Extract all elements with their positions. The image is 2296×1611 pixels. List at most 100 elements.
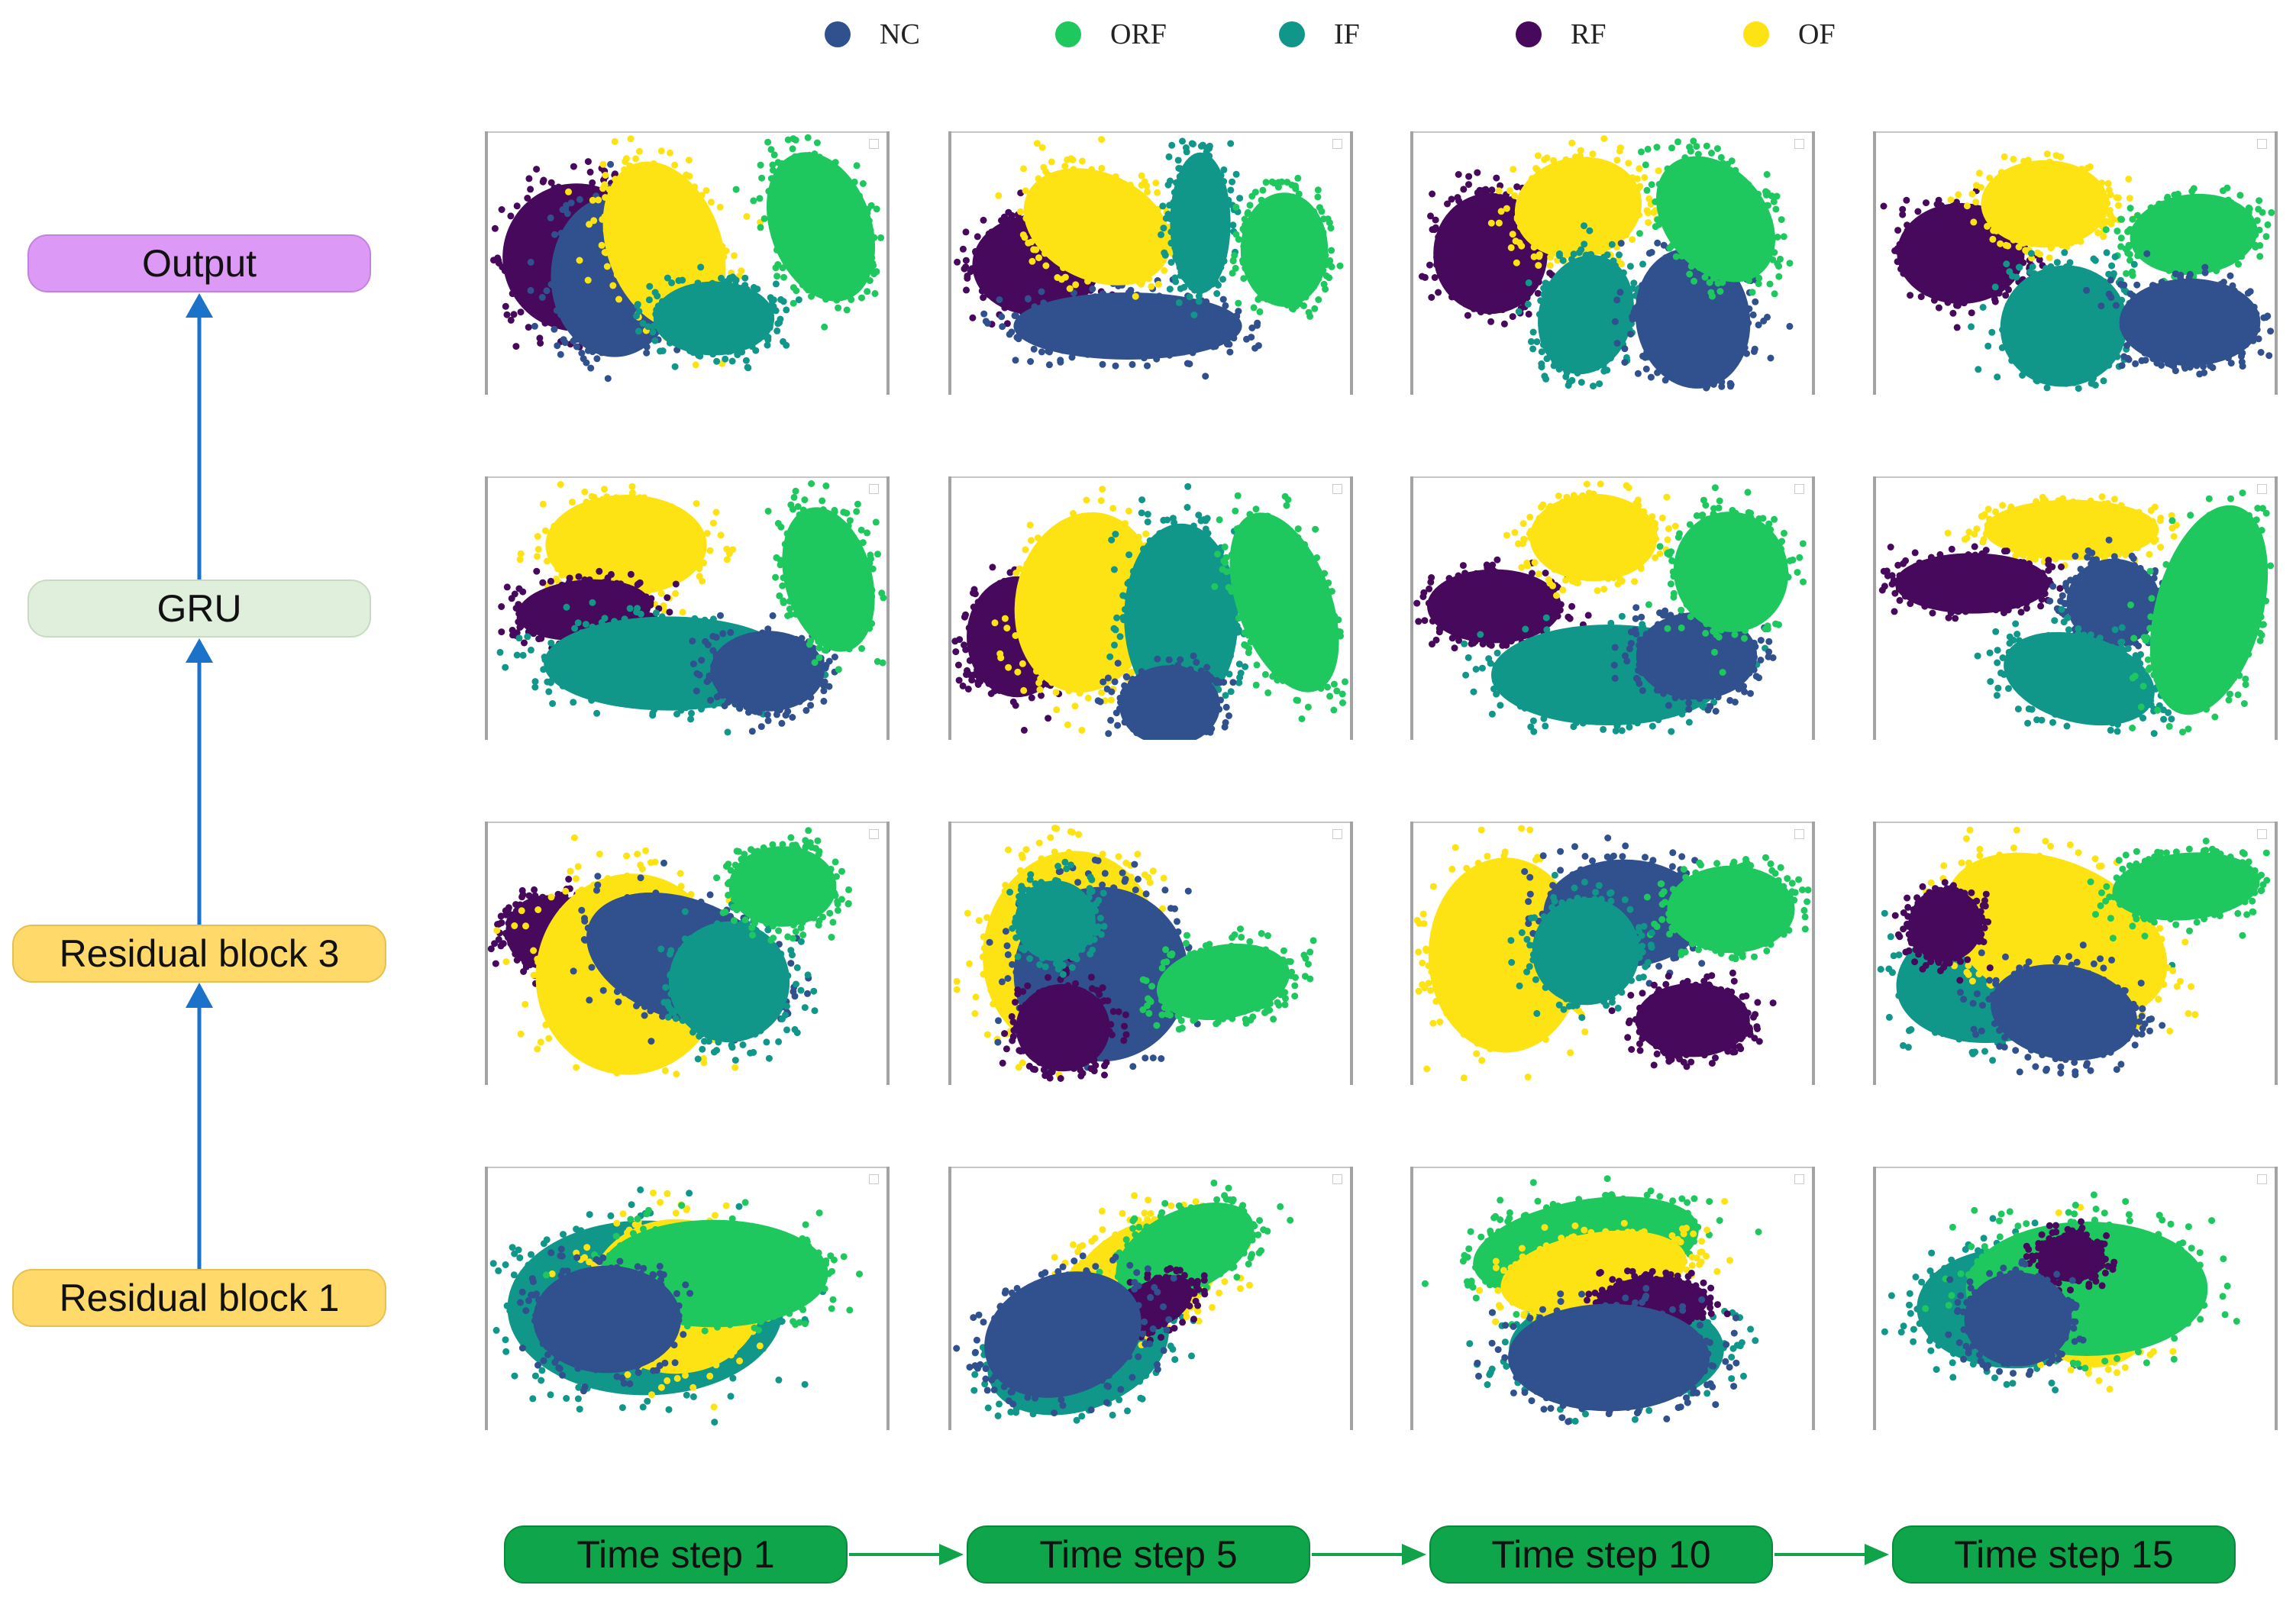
scatter-point — [641, 1002, 648, 1010]
scatter-point — [677, 1006, 685, 1013]
scatter-point — [2058, 605, 2065, 613]
panel-frame-line — [485, 476, 890, 478]
scatter-point — [1235, 660, 1243, 668]
scatter-point — [815, 922, 822, 929]
scatter-point — [2111, 346, 2119, 354]
scatter-point — [2043, 150, 2051, 158]
scatter-point — [736, 864, 744, 871]
scatter-point — [653, 306, 660, 314]
scatter-point — [1644, 348, 1652, 356]
scatter-point — [2124, 250, 2132, 257]
scatter-point — [1279, 299, 1287, 307]
scatter-point — [725, 699, 732, 706]
scatter-point — [809, 686, 817, 694]
scatter-point — [1196, 289, 1203, 296]
scatter-point — [2252, 326, 2259, 334]
scatter-point — [1060, 299, 1067, 307]
scatter-point — [757, 1027, 764, 1035]
scatter-point — [2001, 670, 2007, 678]
scatter-point — [1229, 178, 1236, 186]
scatter-point — [1590, 383, 1597, 390]
scatter-point — [2258, 527, 2265, 534]
scatter-point — [1611, 644, 1619, 651]
scatter-point — [1206, 145, 1213, 152]
scatter-point — [964, 686, 972, 693]
scatter-point — [2027, 239, 2035, 247]
scatter-point — [534, 958, 542, 966]
scatter-point — [1493, 676, 1500, 684]
scatter-point — [1112, 626, 1119, 634]
scatter-point — [2195, 696, 2203, 703]
scatter-point — [1568, 256, 1575, 263]
panel-frame-line — [1873, 476, 1876, 740]
scatter-point — [1121, 682, 1129, 689]
scatter-point — [2205, 495, 2213, 502]
scatter-point — [1108, 536, 1116, 544]
scatter-point — [1738, 179, 1745, 187]
scatter-point — [1626, 645, 1633, 653]
scatter-point — [1922, 216, 1929, 224]
scatter-point — [1555, 492, 1562, 499]
scatter-point — [513, 651, 521, 659]
scatter-point — [2268, 208, 2275, 216]
scatter-point — [607, 160, 615, 168]
scatter-point — [1949, 309, 1957, 317]
scatter-point — [728, 693, 736, 700]
scatter-point — [1310, 563, 1318, 570]
scatter-point — [596, 202, 603, 209]
scatter-point — [778, 719, 786, 727]
scatter-point — [2052, 555, 2059, 563]
scatter-point — [1927, 554, 1935, 561]
scatter-point — [1029, 314, 1036, 321]
scatter-point — [820, 687, 828, 695]
scatter-point — [764, 341, 771, 349]
scatter-point — [712, 508, 720, 516]
scatter-point — [657, 147, 665, 155]
scatter-point — [955, 676, 963, 684]
scatter-point — [848, 283, 856, 291]
scatter-point — [1569, 263, 1577, 271]
scatter-point — [858, 294, 865, 302]
scatter-point — [628, 483, 636, 490]
scatter-point — [644, 323, 652, 331]
scatter-point — [774, 234, 782, 242]
scatter-point — [2230, 291, 2237, 299]
scatter-point — [1963, 202, 1971, 210]
scatter-point — [806, 278, 813, 286]
scatter-point — [857, 526, 865, 534]
scatter-point — [1212, 702, 1219, 709]
scatter-point — [1726, 170, 1734, 178]
scatter-point — [1212, 273, 1219, 281]
scatter-point — [1678, 710, 1686, 718]
scatter-point — [1005, 663, 1012, 671]
scatter-point — [2099, 282, 2107, 289]
scatter-point — [1028, 189, 1035, 197]
scatter-point — [1764, 221, 1771, 228]
cluster-if — [657, 901, 819, 1064]
scatter-point — [557, 230, 565, 237]
scatter-point — [1175, 299, 1183, 306]
scatter-point — [569, 499, 576, 506]
scatter-point — [1642, 337, 1649, 345]
scatter-point — [672, 580, 680, 588]
scatter-point — [1520, 200, 1528, 208]
scatter-point — [2015, 263, 2023, 271]
scatter-point — [764, 849, 772, 857]
scatter-point — [1762, 625, 1769, 633]
scatter-point — [1616, 234, 1623, 241]
scatter-point — [1755, 190, 1762, 198]
scatter-point — [757, 161, 764, 169]
scatter-point — [587, 364, 595, 372]
scatter-point — [1433, 261, 1441, 269]
scatter-point — [1060, 264, 1067, 272]
scatter-point — [551, 669, 559, 676]
scatter-point — [1195, 298, 1203, 305]
scatter-point — [1172, 664, 1180, 672]
scatter-point — [673, 997, 681, 1005]
scatter-point — [698, 705, 705, 713]
scatter-point — [539, 500, 547, 508]
scatter-point — [2017, 609, 2025, 616]
scatter-point — [1027, 358, 1035, 365]
scatter-point — [1552, 630, 1560, 637]
scatter-point — [2069, 584, 2077, 592]
